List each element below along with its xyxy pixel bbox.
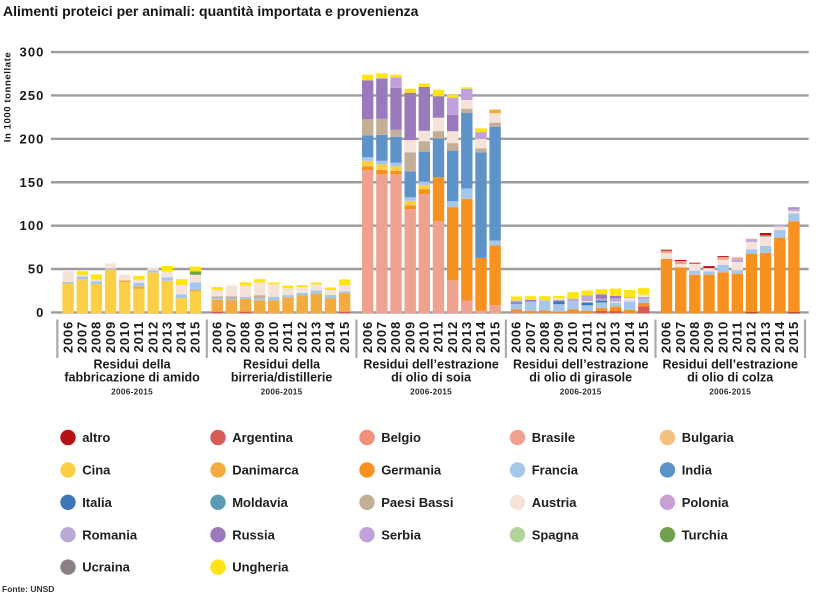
svg-text:Cina: Cina (82, 463, 111, 478)
svg-text:Russia: Russia (232, 527, 275, 542)
svg-text:Spagna: Spagna (532, 527, 580, 542)
svg-text:altro: altro (82, 430, 110, 445)
svg-text:Residui dell’estrazione: Residui dell’estrazione (662, 358, 798, 372)
svg-text:0: 0 (36, 305, 44, 320)
svg-text:In 1000 tonnellate: In 1000 tonnellate (3, 52, 14, 143)
svg-text:Polonia: Polonia (682, 495, 730, 510)
svg-text:2012: 2012 (145, 321, 160, 353)
svg-text:Italia: Italia (82, 495, 112, 510)
svg-text:2012: 2012 (744, 321, 759, 353)
svg-text:Danimarca: Danimarca (232, 463, 299, 478)
svg-text:2015: 2015 (188, 321, 203, 353)
svg-text:200: 200 (20, 131, 45, 146)
svg-text:fabbricazione di amido: fabbricazione di amido (64, 371, 200, 385)
svg-text:Ungheria: Ungheria (232, 560, 289, 575)
svg-text:Argentina: Argentina (232, 430, 293, 445)
svg-text:2015: 2015 (636, 321, 651, 353)
svg-text:2011: 2011 (431, 321, 446, 352)
svg-text:2012: 2012 (294, 321, 309, 353)
svg-text:India: India (682, 463, 713, 478)
svg-text:2010: 2010 (565, 321, 580, 353)
svg-text:Austria: Austria (532, 495, 578, 510)
svg-text:2007: 2007 (523, 321, 538, 353)
svg-text:2006-2015: 2006-2015 (261, 388, 303, 397)
svg-text:2010: 2010 (417, 321, 432, 353)
svg-text:2010: 2010 (117, 321, 132, 353)
svg-text:Moldavia: Moldavia (232, 495, 288, 510)
svg-text:2006-2015: 2006-2015 (709, 388, 751, 397)
svg-text:2006: 2006 (209, 321, 224, 353)
svg-text:2011: 2011 (730, 321, 745, 352)
svg-text:100: 100 (20, 218, 45, 233)
svg-text:2006-2015: 2006-2015 (560, 388, 602, 397)
svg-text:2013: 2013 (159, 321, 174, 353)
svg-text:Residui dell’estrazione: Residui dell’estrazione (363, 358, 499, 372)
svg-text:300: 300 (20, 45, 45, 60)
svg-text:2006: 2006 (509, 321, 524, 353)
svg-text:Residui dell’estrazione: Residui dell’estrazione (513, 358, 649, 372)
svg-text:2011: 2011 (579, 321, 594, 352)
svg-text:2008: 2008 (89, 321, 104, 353)
svg-text:Serbia: Serbia (381, 527, 422, 542)
svg-text:2010: 2010 (715, 321, 730, 353)
svg-text:2012: 2012 (594, 321, 609, 353)
svg-text:2014: 2014 (772, 321, 787, 353)
svg-text:2008: 2008 (537, 321, 552, 353)
svg-text:Turchia: Turchia (682, 527, 729, 542)
svg-text:2014: 2014 (323, 321, 338, 353)
svg-text:2007: 2007 (224, 321, 239, 353)
svg-text:2014: 2014 (473, 321, 488, 353)
svg-text:2010: 2010 (266, 321, 281, 353)
svg-text:Romania: Romania (82, 527, 138, 542)
svg-text:2007: 2007 (673, 321, 688, 353)
svg-text:2013: 2013 (309, 321, 324, 353)
svg-text:2014: 2014 (174, 321, 189, 353)
svg-text:2006: 2006 (60, 321, 75, 353)
svg-text:2008: 2008 (388, 321, 403, 353)
svg-text:2007: 2007 (75, 321, 90, 353)
svg-text:2013: 2013 (608, 321, 623, 353)
svg-text:Ucraina: Ucraina (82, 560, 130, 575)
svg-text:Residui della: Residui della (94, 358, 172, 372)
svg-text:2015: 2015 (337, 321, 352, 353)
svg-text:2006: 2006 (659, 321, 674, 353)
svg-text:2009: 2009 (701, 321, 716, 353)
svg-text:Bulgaria: Bulgaria (682, 430, 735, 445)
svg-text:Francia: Francia (532, 463, 579, 478)
svg-text:di olio di soia: di olio di soia (391, 371, 472, 385)
svg-text:2011: 2011 (280, 321, 295, 352)
svg-text:Belgio: Belgio (381, 430, 421, 445)
svg-text:2012: 2012 (445, 321, 460, 353)
svg-text:Germania: Germania (381, 463, 442, 478)
svg-text:2009: 2009 (402, 321, 417, 353)
svg-text:2011: 2011 (131, 321, 146, 352)
svg-text:di olio di colza: di olio di colza (687, 371, 774, 385)
svg-text:birreria/distillerie: birreria/distillerie (231, 371, 332, 385)
svg-text:150: 150 (20, 175, 45, 190)
svg-text:Fonte: UNSD: Fonte: UNSD (2, 584, 54, 594)
svg-text:2013: 2013 (758, 321, 773, 353)
svg-text:2006: 2006 (360, 321, 375, 353)
svg-text:2015: 2015 (487, 321, 502, 353)
svg-text:Alimenti proteici per animali:: Alimenti proteici per animali: quantità … (3, 3, 419, 19)
svg-text:2009: 2009 (103, 321, 118, 353)
svg-text:2013: 2013 (459, 321, 474, 353)
svg-text:di olio di girasole: di olio di girasole (529, 371, 632, 385)
svg-text:2006-2015: 2006-2015 (410, 388, 452, 397)
svg-text:Paesi Bassi: Paesi Bassi (381, 495, 453, 510)
svg-text:2008: 2008 (238, 321, 253, 353)
svg-text:250: 250 (20, 88, 45, 103)
svg-text:Brasile: Brasile (532, 430, 575, 445)
svg-text:2009: 2009 (252, 321, 267, 353)
svg-text:2014: 2014 (622, 321, 637, 353)
svg-text:50: 50 (28, 262, 45, 277)
svg-text:2008: 2008 (687, 321, 702, 353)
svg-text:2009: 2009 (551, 321, 566, 353)
svg-text:2015: 2015 (786, 321, 801, 353)
svg-text:2006-2015: 2006-2015 (111, 388, 153, 397)
svg-text:2007: 2007 (374, 321, 389, 353)
svg-text:Residui della: Residui della (243, 358, 321, 372)
